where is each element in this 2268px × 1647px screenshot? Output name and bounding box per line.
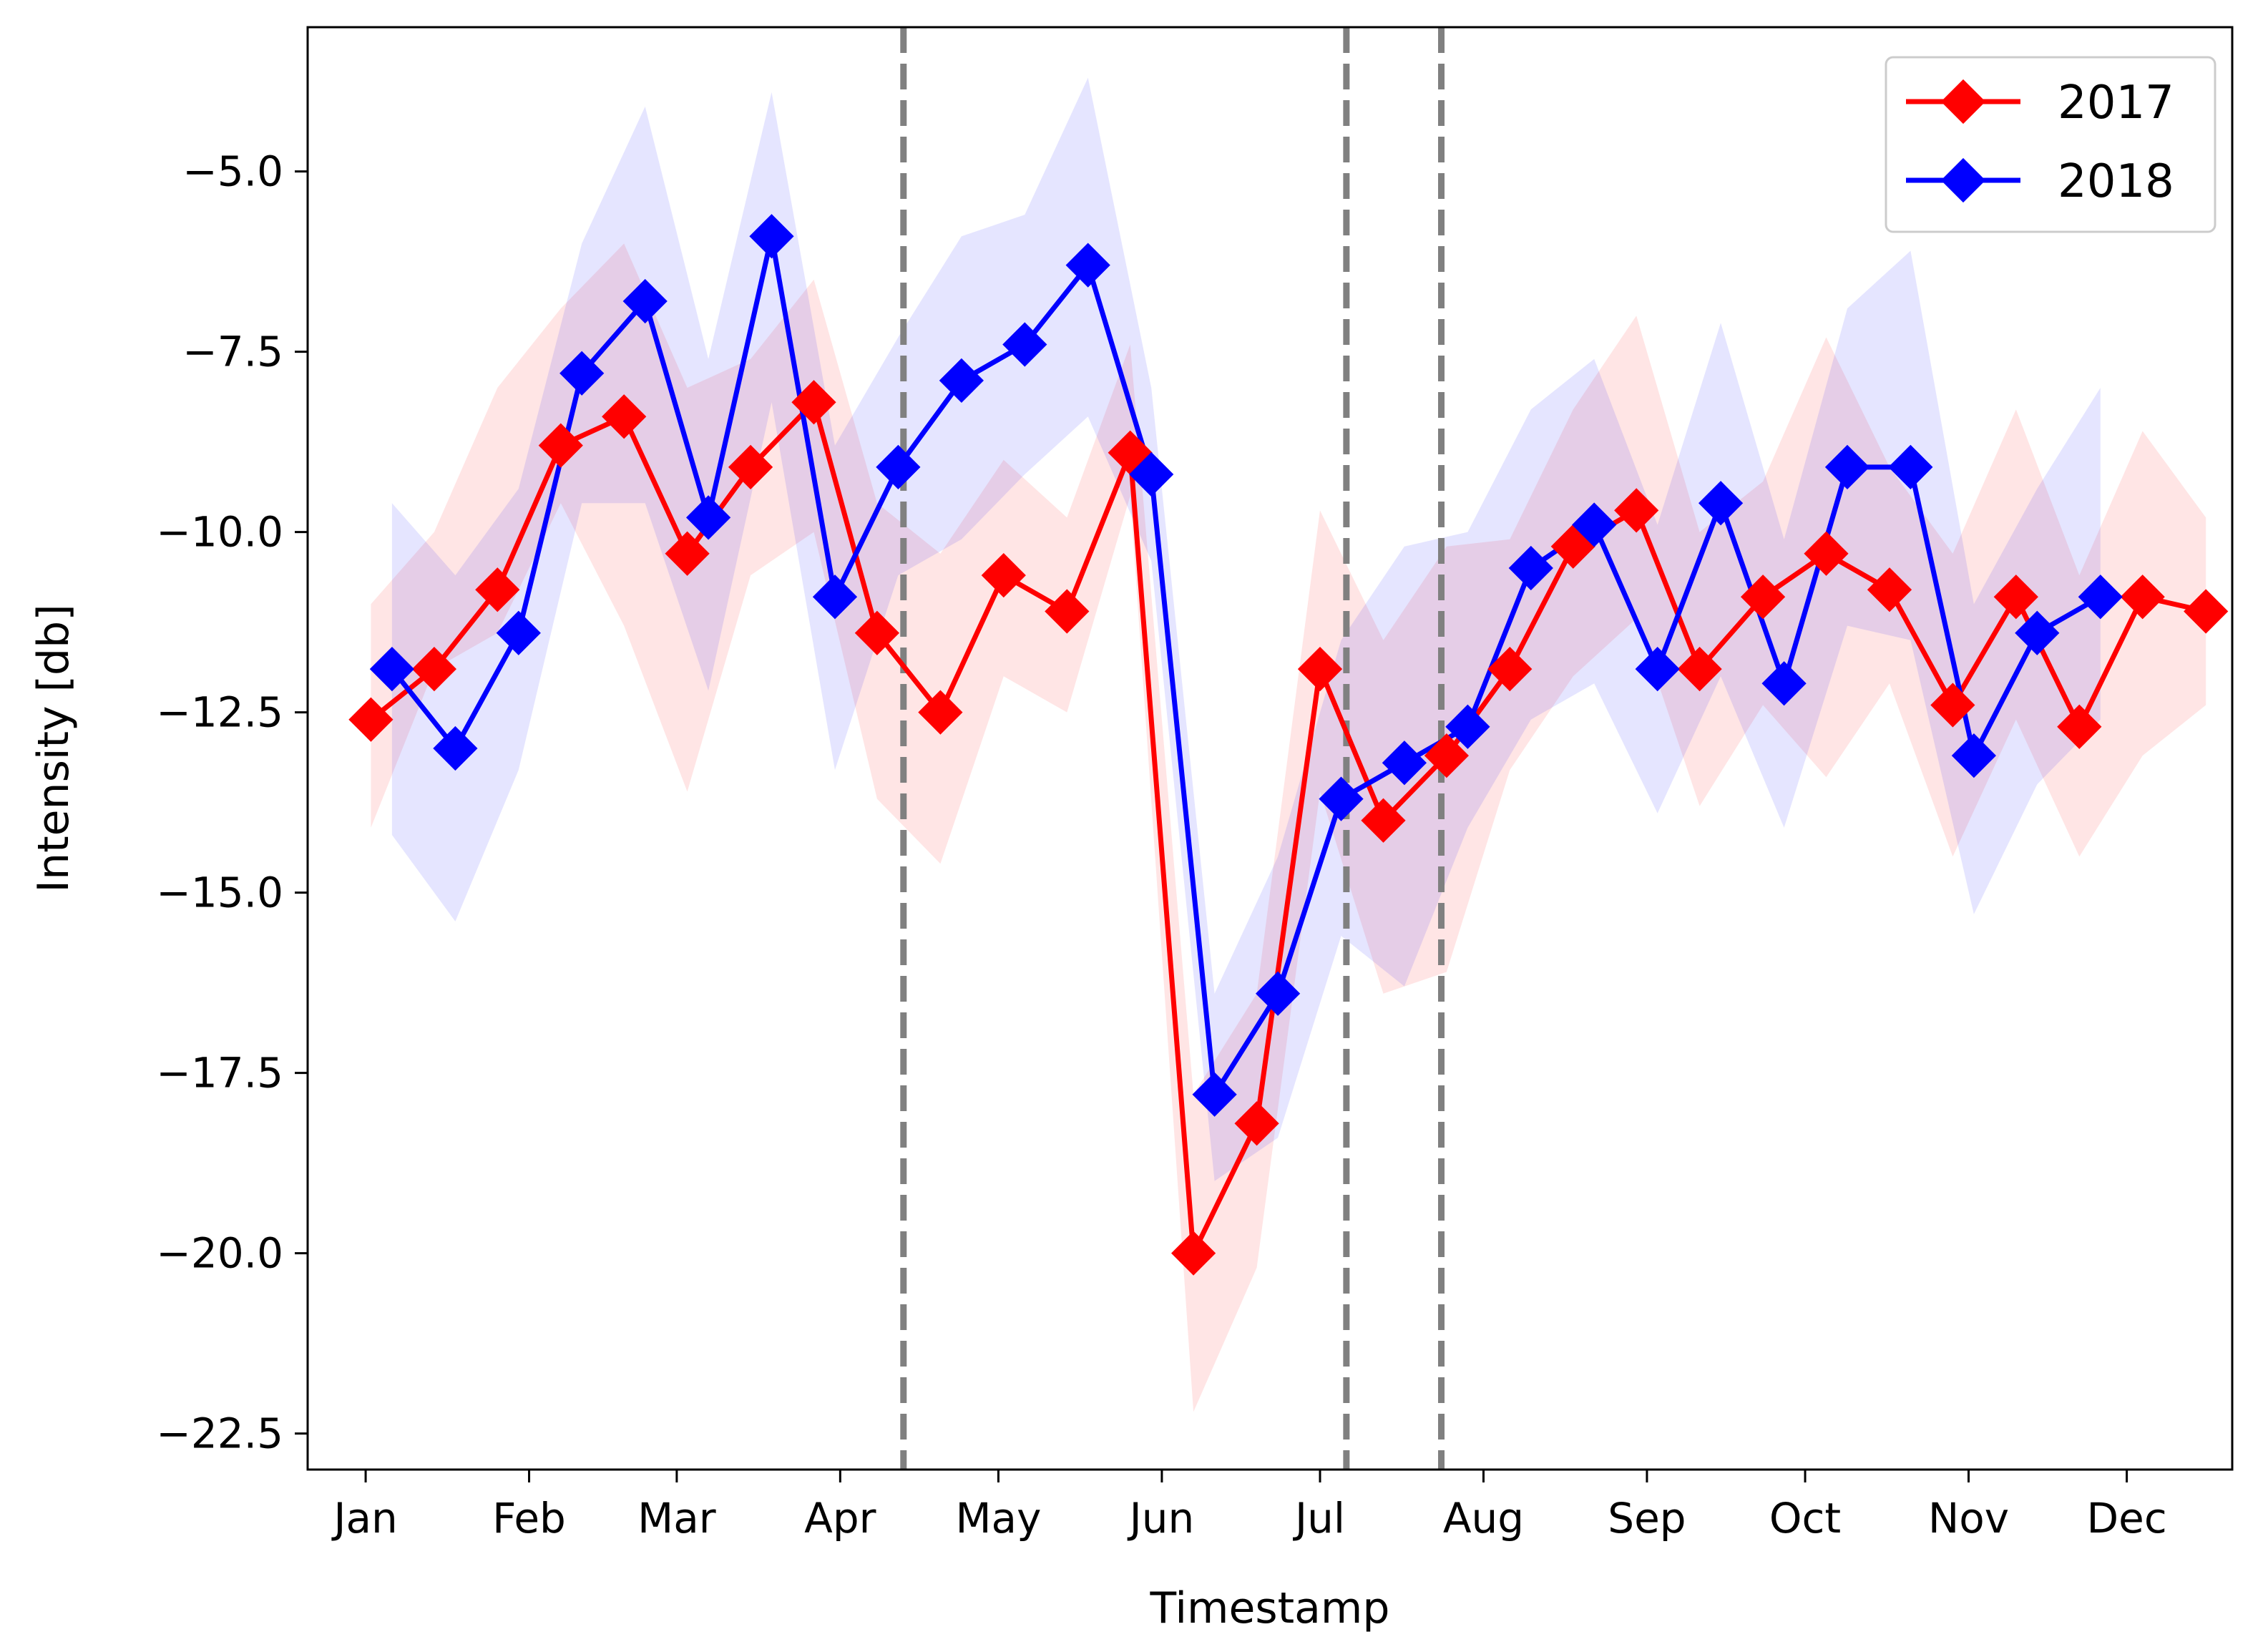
point-2018-0: [369, 646, 415, 692]
line-2017: [369, 399, 2206, 1256]
x-tick-label-Mar: Mar: [637, 1494, 716, 1543]
x-tick-label-May: May: [955, 1494, 1041, 1543]
x-axis-title: Timestamp: [1150, 1583, 1390, 1633]
band-2018: [391, 77, 2101, 1181]
point-2017-4: [602, 394, 647, 439]
y-axis-ticks: −5.0 −7.5 −10.0 −12.5 −15.0 −17.5 −20.0 −22.5: [156, 147, 308, 1458]
y-tick-label-6: −20.0: [156, 1229, 283, 1278]
x-tick-label-Apr: Apr: [804, 1494, 876, 1543]
x-tick-label-Aug: Aug: [1443, 1494, 1524, 1543]
x-tick-label-Sep: Sep: [1608, 1494, 1686, 1543]
legend-label-2017: 2017: [2058, 77, 2174, 129]
point-2018-4: [622, 278, 668, 324]
y-tick-label-5: −17.5: [156, 1049, 283, 1098]
y-axis-title: Intensity [db]: [29, 604, 79, 892]
point-2017-2: [475, 567, 520, 612]
x-tick-label-Jun: Jun: [1128, 1494, 1195, 1543]
point-2017-0: [348, 697, 394, 742]
line-2018: [390, 233, 2102, 1098]
y-tick-label-1: −7.5: [182, 328, 283, 376]
x-tick-label-Dec: Dec: [2086, 1494, 2166, 1543]
point-2018-2: [496, 610, 541, 655]
y-tick-label-3: −12.5: [156, 688, 283, 737]
x-axis-ticks: Jan Feb Mar Apr May Jun Jul Aug Sep Oct Nov Dec: [331, 1470, 2167, 1543]
point-2017-1: [411, 646, 457, 692]
point-2018-3: [559, 351, 605, 396]
point-2017-5: [665, 531, 710, 576]
band-2017: [371, 243, 2206, 1412]
series-lines: [369, 233, 2206, 1256]
y-tick-label-4: −15.0: [156, 869, 283, 917]
y-tick-label-2: −10.0: [156, 508, 283, 557]
plot-frame: [306, 26, 2234, 1471]
plot-background: [308, 27, 2232, 1470]
y-tick-label-0: −5.0: [182, 147, 283, 196]
legend-label-2018: 2018: [2058, 155, 2174, 208]
x-tick-label-Oct: Oct: [1769, 1494, 1841, 1543]
x-tick-label-Jan: Jan: [331, 1494, 397, 1543]
point-2017-3: [538, 423, 583, 468]
y-tick-label-7: −22.5: [156, 1409, 283, 1458]
legend: 2017 2018: [1885, 56, 2216, 233]
vertical-markers: [900, 27, 1445, 1470]
point-2018-5: [685, 495, 731, 540]
confidence-bands: [371, 77, 2206, 1412]
x-tick-label-Feb: Feb: [492, 1494, 566, 1543]
x-tick-label-Nov: Nov: [1928, 1494, 2009, 1543]
x-tick-label-Jul: Jul: [1293, 1494, 1345, 1543]
